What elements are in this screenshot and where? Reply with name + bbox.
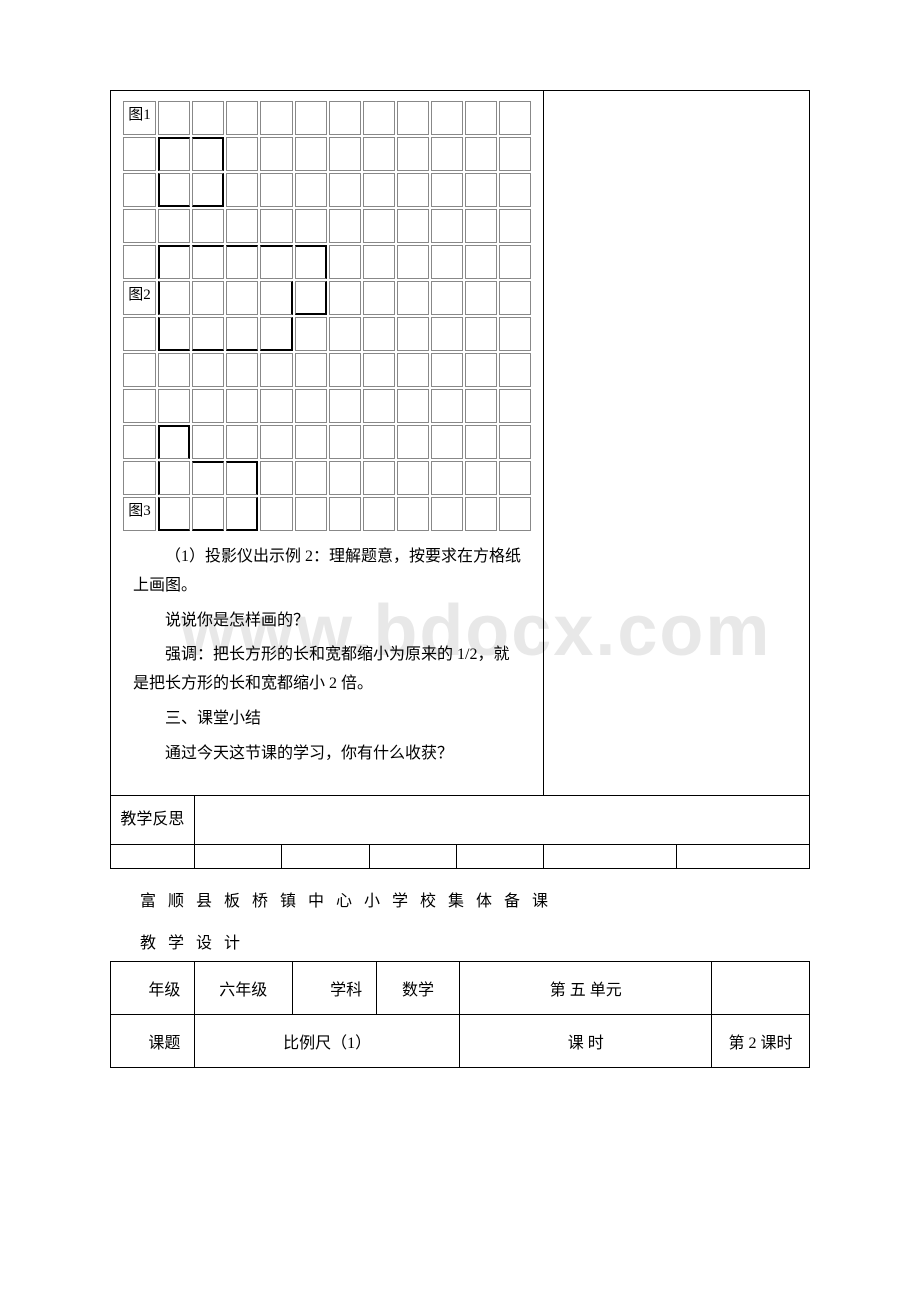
unit-blank — [712, 962, 810, 1015]
fig3-label-cell: 图3 — [123, 497, 156, 531]
right-blank-cell — [544, 91, 810, 796]
paragraph-summary-question: 通过今天这节课的学习，你有什么收获？ — [133, 740, 521, 769]
lesson-info-table: 年级 六年级 学科 数学 第 五 单元 课题 比例尺（1） 课 时 第 2 课时 — [110, 961, 810, 1068]
unit-value: 第 五 单元 — [460, 962, 712, 1015]
fig2-shape — [158, 245, 190, 279]
empty-footer-row — [111, 845, 810, 869]
fig1-shape — [158, 137, 190, 171]
subject-value: 数学 — [376, 962, 460, 1015]
subject-label: 学科 — [292, 962, 376, 1015]
topic-label: 课题 — [111, 1015, 195, 1068]
paragraph-example-2: （1）投影仪出示例 2：理解题意，按要求在方格纸上画图。 — [133, 543, 521, 601]
paragraph-emphasis: 强调：把长方形的长和宽都缩小为原来的 1/2，就是把长方形的长和宽都缩小 2 倍… — [133, 641, 521, 699]
teaching-reflection-label: 教学反思 — [111, 795, 195, 845]
main-content-table: 图1 — [110, 90, 810, 869]
grid-figure: 图1 — [121, 99, 533, 533]
period-label: 课 时 — [460, 1015, 712, 1068]
paragraph-summary-heading: 三、课堂小结 — [133, 705, 521, 734]
grade-value: 六年级 — [194, 962, 292, 1015]
teaching-reflection-cell — [194, 795, 809, 845]
fig3-shape — [158, 425, 190, 459]
topic-value: 比例尺（1） — [194, 1015, 460, 1068]
lesson-content-cell: 图1 — [111, 91, 544, 796]
design-heading: 教 学 设 计 — [140, 929, 810, 953]
fig2-label-cell: 图2 — [123, 281, 156, 315]
fig1-label-cell: 图1 — [123, 101, 156, 135]
grade-label: 年级 — [111, 962, 195, 1015]
period-value: 第 2 课时 — [712, 1015, 810, 1068]
school-heading: 富 顺 县 板 桥 镇 中 心 小 学 校 集 体 备 课 — [140, 887, 810, 911]
paragraph-how-draw: 说说你是怎样画的？ — [133, 607, 521, 636]
